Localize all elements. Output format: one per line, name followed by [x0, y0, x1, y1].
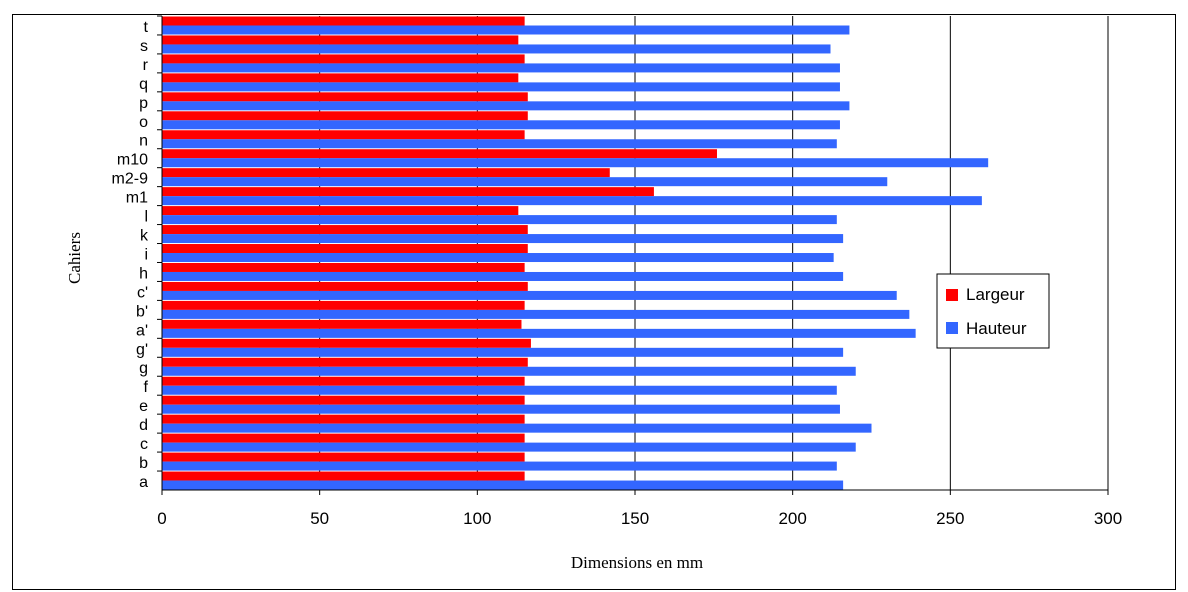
bar-largeur — [162, 452, 525, 462]
bar-hauteur — [162, 158, 989, 168]
x-tick-label: 150 — [621, 509, 649, 528]
y-category-label: h — [139, 265, 148, 282]
y-category-label: m1 — [126, 190, 148, 207]
x-tick-label: 50 — [310, 509, 329, 528]
bar-largeur — [162, 225, 528, 235]
bar-largeur — [162, 395, 525, 405]
y-category-label: c' — [137, 284, 148, 301]
bar-largeur — [162, 16, 525, 26]
x-axis-title: Dimensions en mm — [571, 553, 703, 572]
bar-hauteur — [162, 271, 844, 281]
bar-hauteur — [162, 177, 888, 187]
y-category-label: b' — [136, 303, 148, 320]
bar-hauteur — [162, 215, 837, 225]
y-category-label: l — [144, 209, 148, 226]
bar-largeur — [162, 187, 654, 197]
y-category-label: e — [139, 398, 148, 415]
bar-largeur — [162, 262, 525, 272]
bar-largeur — [162, 433, 525, 443]
bar-largeur — [162, 54, 525, 64]
bar-hauteur — [162, 366, 856, 376]
bar-hauteur — [162, 120, 840, 130]
bar-hauteur — [162, 101, 850, 111]
y-category-label: o — [139, 114, 148, 131]
bar-largeur — [162, 35, 519, 45]
legend-swatch-hauteur — [946, 322, 958, 334]
x-tick-label: 200 — [778, 509, 806, 528]
bar-largeur — [162, 338, 531, 348]
bar-hauteur — [162, 328, 916, 338]
bar-hauteur — [162, 63, 840, 73]
x-tick-label: 0 — [157, 509, 166, 528]
y-axis-title: Cahiers — [65, 232, 84, 284]
bar-largeur — [162, 300, 525, 310]
y-category-label: a — [139, 474, 148, 491]
y-category-label: n — [139, 133, 148, 150]
y-category-label: a' — [136, 322, 148, 339]
bar-largeur — [162, 111, 528, 121]
bar-hauteur — [162, 385, 837, 395]
bar-hauteur — [162, 253, 834, 263]
x-tick-labels: 0 50 100 150 200 250 300 — [157, 509, 1122, 528]
bar-largeur — [162, 92, 528, 102]
y-category-label: f — [144, 379, 149, 396]
y-category-label: q — [139, 76, 148, 93]
bars — [162, 16, 989, 490]
y-category-label: m2-9 — [112, 171, 149, 188]
axes — [157, 15, 1109, 495]
y-category-label: m10 — [117, 152, 148, 169]
bar-largeur — [162, 73, 519, 83]
y-category-label: i — [144, 246, 148, 263]
bar-hauteur — [162, 82, 840, 92]
bar-largeur — [162, 206, 519, 216]
y-category-label: k — [140, 228, 149, 245]
y-category-label: p — [139, 95, 148, 112]
bar-hauteur — [162, 309, 910, 319]
bar-largeur — [162, 319, 522, 329]
y-category-label: s — [140, 38, 148, 55]
bar-hauteur — [162, 139, 837, 149]
bar-hauteur — [162, 44, 831, 54]
x-tick-label: 250 — [936, 509, 964, 528]
legend-swatch-largeur — [946, 289, 958, 301]
y-category-label: b — [139, 455, 148, 472]
x-tick-label: 100 — [463, 509, 491, 528]
bar-hauteur — [162, 404, 840, 414]
bar-hauteur — [162, 442, 856, 452]
bar-largeur — [162, 357, 528, 367]
bar-largeur — [162, 376, 525, 386]
bar-hauteur — [162, 196, 982, 206]
bar-hauteur — [162, 480, 844, 490]
bar-hauteur — [162, 25, 850, 35]
legend-label-hauteur: Hauteur — [966, 319, 1027, 338]
bar-hauteur — [162, 290, 897, 300]
bar-hauteur — [162, 234, 844, 244]
bar-hauteur — [162, 423, 872, 433]
legend-label-largeur: Largeur — [966, 285, 1025, 304]
bar-largeur — [162, 414, 525, 424]
y-category-label: g — [139, 360, 148, 377]
bar-largeur — [162, 471, 525, 481]
y-category-label: d — [139, 417, 148, 434]
y-category-label: c — [140, 436, 148, 453]
legend: Largeur Hauteur — [936, 273, 1050, 349]
bar-largeur — [162, 149, 717, 159]
bar-largeur — [162, 281, 528, 291]
y-category-label: r — [143, 57, 149, 74]
x-tick-label: 300 — [1094, 509, 1122, 528]
bar-hauteur — [162, 461, 837, 471]
legend-box — [936, 273, 1050, 349]
y-category-label: t — [144, 19, 149, 36]
bar-largeur — [162, 130, 525, 140]
y-category-label: g' — [136, 341, 148, 358]
bar-hauteur — [162, 347, 844, 357]
bar-largeur — [162, 244, 528, 254]
bar-largeur — [162, 168, 610, 178]
